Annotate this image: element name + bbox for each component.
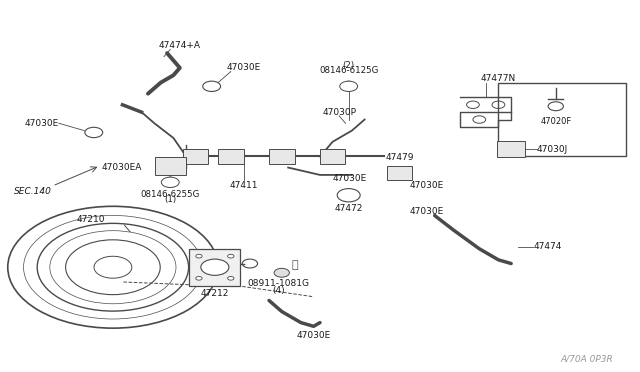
FancyBboxPatch shape: [320, 149, 346, 164]
Text: 47020F: 47020F: [540, 117, 572, 126]
Text: 47474: 47474: [534, 243, 562, 251]
FancyBboxPatch shape: [269, 149, 294, 164]
Circle shape: [228, 254, 234, 258]
FancyBboxPatch shape: [497, 141, 525, 157]
FancyBboxPatch shape: [499, 83, 626, 157]
Text: B: B: [168, 178, 173, 187]
FancyBboxPatch shape: [189, 249, 241, 286]
Text: B: B: [346, 82, 351, 91]
Text: 47030E: 47030E: [296, 331, 331, 340]
Text: 47477N: 47477N: [481, 74, 516, 83]
Text: 47030P: 47030P: [322, 108, 356, 117]
Text: 08911-1081G: 08911-1081G: [248, 279, 310, 288]
Text: SEC.140: SEC.140: [14, 187, 52, 196]
Text: (2): (2): [342, 61, 355, 70]
Text: 47030E: 47030E: [333, 174, 367, 183]
FancyBboxPatch shape: [218, 149, 244, 164]
Circle shape: [196, 254, 202, 258]
Circle shape: [228, 276, 234, 280]
Text: 47472: 47472: [335, 205, 363, 214]
Text: Ⓝ: Ⓝ: [291, 260, 298, 270]
Text: 47030E: 47030E: [227, 63, 260, 72]
Text: 08146-6255G: 08146-6255G: [141, 190, 200, 199]
Text: 47210: 47210: [76, 215, 105, 224]
Text: A/70A 0P3R: A/70A 0P3R: [561, 354, 613, 363]
Circle shape: [201, 259, 229, 275]
FancyBboxPatch shape: [155, 157, 186, 174]
Text: 47030EA: 47030EA: [101, 163, 141, 172]
Text: 47030E: 47030E: [409, 182, 444, 190]
Text: 47411: 47411: [229, 182, 258, 190]
Text: 47212: 47212: [201, 289, 229, 298]
Text: (4): (4): [272, 286, 285, 295]
Text: 47474+A: 47474+A: [159, 41, 201, 50]
FancyBboxPatch shape: [183, 149, 209, 164]
Circle shape: [161, 177, 179, 187]
Text: 08146-6125G: 08146-6125G: [319, 66, 378, 75]
Text: 47030E: 47030E: [409, 207, 444, 217]
Text: (1): (1): [164, 195, 176, 204]
Text: 47030J: 47030J: [537, 145, 568, 154]
Text: 47030E: 47030E: [24, 119, 59, 128]
Circle shape: [340, 81, 358, 92]
Text: 47479: 47479: [385, 153, 414, 162]
FancyBboxPatch shape: [387, 166, 412, 180]
Circle shape: [196, 276, 202, 280]
Circle shape: [274, 268, 289, 277]
